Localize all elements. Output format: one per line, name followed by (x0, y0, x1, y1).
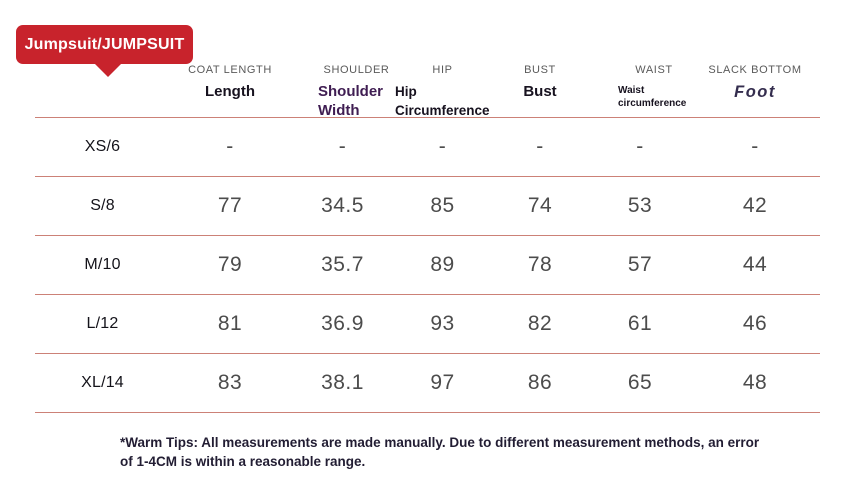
value-cell: - (751, 135, 759, 158)
value-cell: 46 (742, 312, 768, 335)
header-cell-hip: HIP Hip Circumference (395, 55, 490, 120)
table-row: XS/6 - - - - - - (35, 118, 820, 177)
value-cell: 61 (627, 312, 653, 335)
size-cell: L/12 (86, 315, 119, 332)
column-label: Bust (523, 83, 557, 100)
table-row: M/10 79 35.7 89 78 57 44 (35, 236, 820, 295)
column-label: Shoulder Width (318, 83, 384, 119)
value-cell: 38.1 (321, 371, 364, 394)
column-label: Hip Circumference (395, 84, 490, 118)
value-cell: 77 (217, 194, 243, 217)
column-label: Waist circumference (618, 85, 687, 109)
column-label: Foot (734, 83, 776, 101)
value-cell: - (226, 135, 234, 158)
column-caps-label: HIP (432, 64, 453, 76)
value-cell: 34.5 (321, 194, 364, 217)
value-cell: 35.7 (321, 253, 364, 276)
size-cell: XL/14 (81, 374, 124, 391)
header-cell-length: COAT LENGTH Length (170, 55, 290, 120)
table-row: S/8 77 34.5 85 74 53 42 (35, 177, 820, 236)
column-label: Length (205, 83, 255, 100)
value-cell: 97 (430, 371, 455, 394)
table-body: XS/6 - - - - - - S/8 77 34.5 85 74 53 42… (35, 117, 820, 413)
value-cell: 83 (217, 371, 243, 394)
value-cell: 48 (742, 371, 768, 394)
product-title-label: Jumpsuit/JUMPSUIT (24, 35, 185, 53)
header-cell-shoulder: SHOULDER Shoulder Width (290, 55, 395, 120)
value-cell: 44 (742, 253, 768, 276)
header-cell-bust: BUST Bust (490, 55, 590, 120)
column-caps-label: WAIST (635, 64, 673, 76)
header-cell-waist: WAIST Waist circumference (590, 55, 690, 120)
table-row: XL/14 83 38.1 97 86 65 48 (35, 354, 820, 413)
value-cell: 42 (742, 194, 768, 217)
size-cell: M/10 (84, 256, 121, 273)
column-caps-label: SLACK BOTTOM (708, 64, 802, 76)
value-cell: - (438, 135, 447, 158)
value-cell: 65 (627, 371, 653, 394)
header-cell-size (35, 55, 170, 120)
column-caps-label: COAT LENGTH (188, 64, 272, 76)
column-caps-label: BUST (524, 64, 556, 76)
value-cell: 89 (430, 253, 455, 276)
value-cell: - (536, 135, 544, 158)
badge-pointer-triangle (94, 63, 122, 77)
size-table: COAT LENGTH Length SHOULDER Shoulder Wid… (35, 55, 820, 413)
value-cell: 85 (430, 194, 455, 217)
product-title-badge: Jumpsuit/JUMPSUIT (16, 25, 193, 64)
size-cell: XS/6 (84, 138, 121, 155)
warm-tips-note: *Warm Tips: All measurements are made ma… (120, 435, 760, 469)
value-cell: 57 (627, 253, 653, 276)
table-row: L/12 81 36.9 93 82 61 46 (35, 295, 820, 354)
value-cell: 86 (527, 371, 553, 394)
value-cell: 82 (527, 312, 553, 335)
column-caps-label: SHOULDER (323, 64, 390, 76)
header-cell-foot: SLACK BOTTOM Foot (690, 55, 820, 120)
value-cell: 79 (217, 253, 243, 276)
value-cell: 36.9 (321, 312, 364, 335)
value-cell: 74 (527, 194, 553, 217)
value-cell: - (338, 135, 347, 158)
value-cell: - (636, 135, 644, 158)
table-header-row: COAT LENGTH Length SHOULDER Shoulder Wid… (35, 55, 820, 120)
value-cell: 78 (527, 253, 553, 276)
value-cell: 93 (430, 312, 455, 335)
value-cell: 81 (217, 312, 243, 335)
value-cell: 53 (627, 194, 653, 217)
size-cell: S/8 (90, 197, 115, 214)
